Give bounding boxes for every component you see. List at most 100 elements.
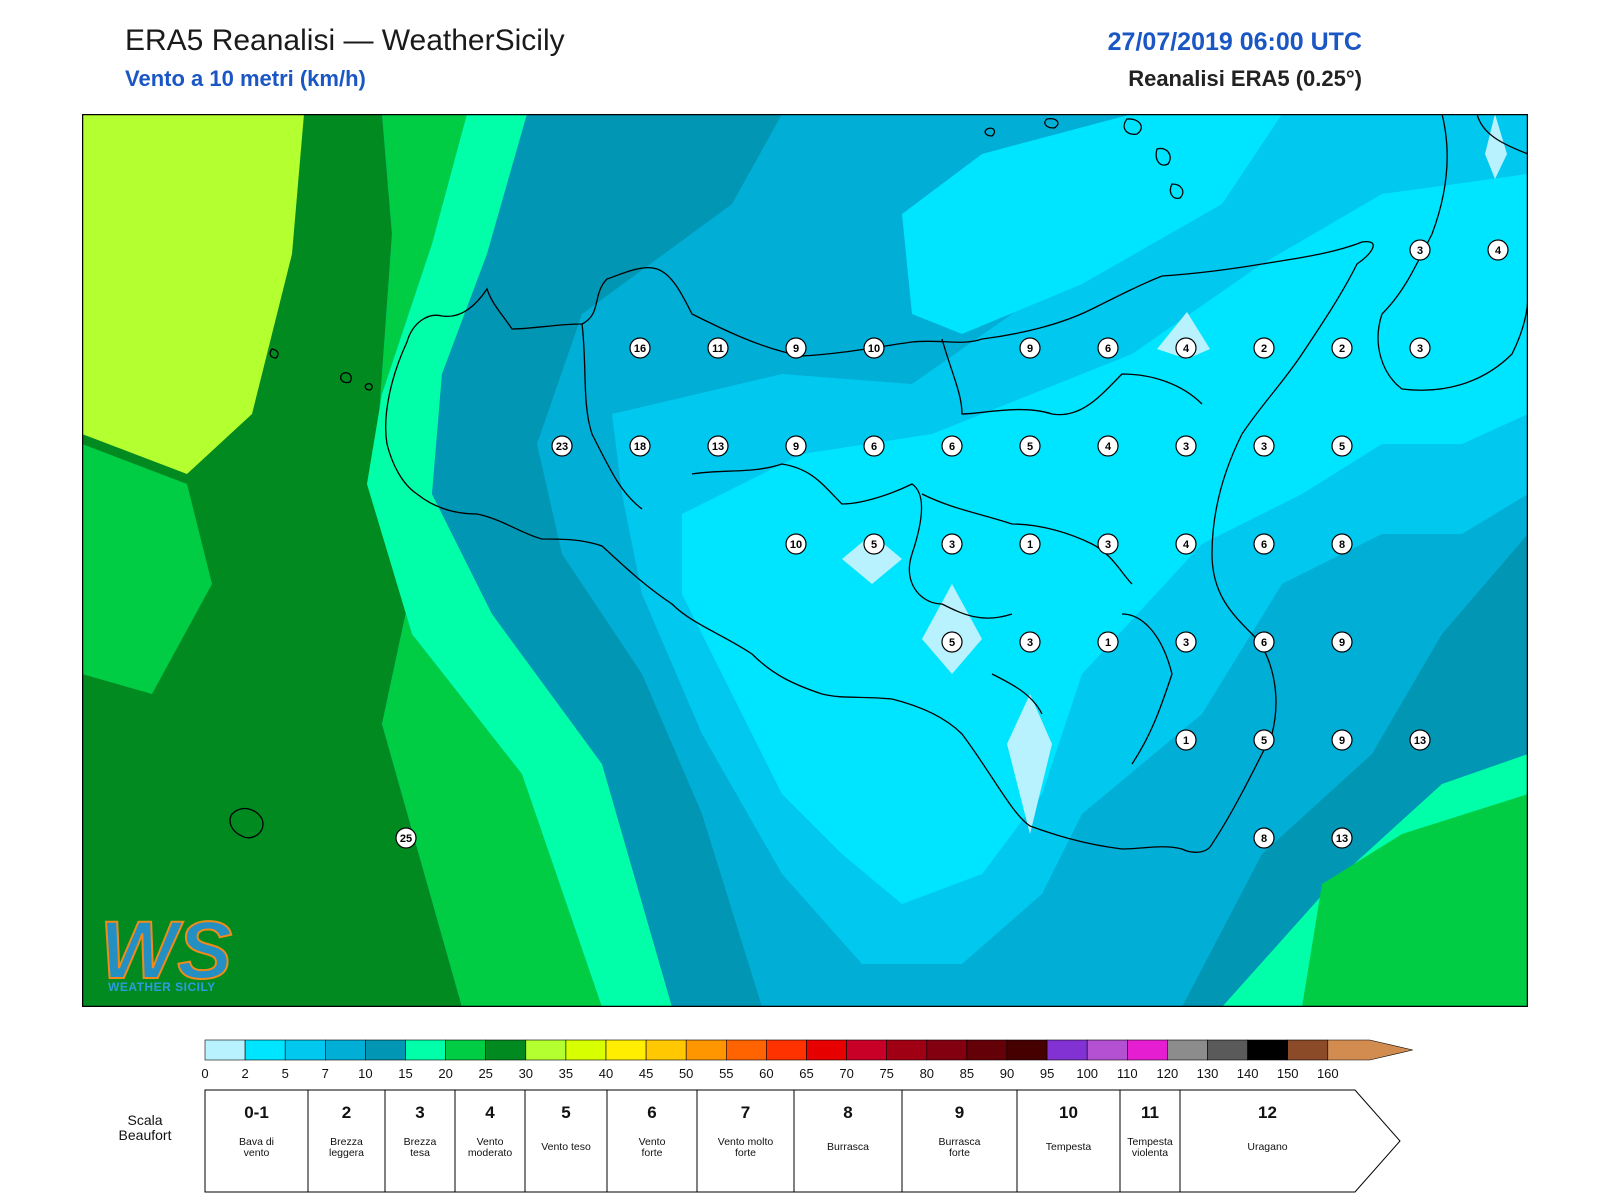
colorbar-segment (204, 1039, 246, 1061)
wind-value-label: 6 (1253, 533, 1275, 555)
colorbar-tick-label: 130 (1197, 1066, 1219, 1081)
beaufort-desc: forte (735, 1147, 756, 1159)
wind-value-label: 6 (1253, 631, 1275, 653)
wind-value-label: 6 (1097, 337, 1119, 359)
colorbar-segment (284, 1039, 326, 1061)
wind-value-label: 13 (1409, 729, 1431, 751)
model-name: Reanalisi ERA5 (0.25°) (1128, 66, 1362, 91)
svg-text:6: 6 (1105, 343, 1111, 355)
svg-text:5: 5 (1339, 441, 1345, 453)
beaufort-desc: tesa (410, 1147, 430, 1159)
colorbar-segment (966, 1039, 1008, 1061)
colorbar-tick-label: 75 (879, 1066, 893, 1081)
colorbar-segment (725, 1039, 767, 1061)
svg-text:1: 1 (1105, 637, 1111, 649)
svg-text:18: 18 (634, 441, 646, 453)
svg-text:2: 2 (1339, 343, 1345, 355)
beaufort-number: 7 (741, 1103, 750, 1122)
eolie-islands (984, 118, 1184, 199)
beaufort-number: 10 (1059, 1103, 1078, 1122)
svg-text:9: 9 (1339, 735, 1345, 747)
svg-text:1: 1 (1183, 735, 1189, 747)
wind-value-label: 8 (1253, 827, 1275, 849)
svg-text:23: 23 (556, 441, 568, 453)
wind-value-label: 4 (1487, 239, 1509, 261)
colorbar-tick-label: 25 (478, 1066, 492, 1081)
svg-text:3: 3 (1261, 441, 1267, 453)
wind-value-label: 3 (1253, 435, 1275, 457)
beaufort-number: 8 (843, 1103, 852, 1122)
wind-value-label: 16 (629, 337, 651, 359)
beaufort-box (1119, 1089, 1181, 1193)
beaufort-number: 3 (415, 1103, 424, 1122)
beaufort-box (524, 1089, 608, 1193)
svg-text:10: 10 (790, 539, 802, 551)
egadi-islands (340, 372, 373, 391)
svg-text:5: 5 (1261, 735, 1267, 747)
colorbar-segment (525, 1039, 567, 1061)
colorbar-segment (485, 1039, 527, 1061)
wind-value-label: 9 (1331, 631, 1353, 653)
beaufort-box (307, 1089, 386, 1193)
province-border-2 (691, 463, 1013, 619)
beaufort-desc: Vento (477, 1136, 504, 1148)
colorbar-tick-label: 0 (201, 1066, 208, 1081)
svg-text:4: 4 (1105, 441, 1112, 453)
beaufort-desc: Tempesta (1046, 1141, 1092, 1153)
beaufort-desc: leggera (329, 1147, 364, 1159)
colorbar-segment (405, 1039, 446, 1061)
beaufort-number: 6 (647, 1103, 656, 1122)
svg-text:6: 6 (871, 441, 877, 453)
colorbar-segment (1006, 1039, 1048, 1061)
colorbar-tick-label: 40 (599, 1066, 613, 1081)
colorbar-tick-label: 55 (719, 1066, 733, 1081)
beaufort-box (1179, 1089, 1401, 1193)
wind-value-label: 3 (1175, 631, 1197, 653)
colorbar-segment (926, 1039, 968, 1061)
beaufort-title-1: Scala (127, 1112, 162, 1128)
svg-text:13: 13 (1336, 833, 1348, 845)
svg-text:8: 8 (1261, 833, 1267, 845)
beaufort-box (204, 1089, 309, 1193)
beaufort-desc: Vento (639, 1136, 666, 1148)
wind-value-label: 2 (1253, 337, 1275, 359)
wind-value-label: 23 (551, 435, 573, 457)
colorbar-segment (1287, 1039, 1329, 1061)
wind-value-label: 10 (863, 337, 885, 359)
svg-text:3: 3 (1105, 539, 1111, 551)
colorbar-tick-label: 50 (679, 1066, 693, 1081)
svg-text:2: 2 (1261, 343, 1267, 355)
beaufort-number: 9 (955, 1103, 964, 1122)
wind-value-label: 4 (1175, 533, 1197, 555)
wind-value-label: 3 (1175, 435, 1197, 457)
colorbar-tick-label: 100 (1076, 1066, 1098, 1081)
colorbar-segment (846, 1039, 887, 1061)
beaufort-number: 0-1 (244, 1103, 269, 1122)
colorbar-segment (1167, 1039, 1208, 1061)
colorbar-tick-label: 110 (1117, 1066, 1138, 1081)
wind-value-label: 5 (863, 533, 885, 555)
logo-caption: WEATHER SICILY (108, 980, 216, 994)
svg-text:5: 5 (1027, 441, 1033, 453)
beaufort-number: 4 (485, 1103, 495, 1122)
wind-value-label: 8 (1331, 533, 1353, 555)
svg-text:3: 3 (1417, 245, 1423, 257)
beaufort-number: 11 (1141, 1103, 1159, 1122)
beaufort-number: 12 (1258, 1103, 1277, 1122)
svg-text:13: 13 (712, 441, 724, 453)
wind-value-label: 5 (1019, 435, 1041, 457)
wind-value-label: 1 (1019, 533, 1041, 555)
svg-text:6: 6 (1261, 637, 1267, 649)
colorbar-tick-label: 85 (960, 1066, 974, 1081)
wind-value-label: 10 (785, 533, 807, 555)
colorbar-tick-label: 15 (398, 1066, 412, 1081)
wind-value-label: 13 (1331, 827, 1353, 849)
beaufort-desc: Burrasca (827, 1141, 869, 1153)
svg-text:9: 9 (793, 343, 799, 355)
svg-text:4: 4 (1495, 245, 1502, 257)
colorbar-segment (1127, 1039, 1168, 1061)
colorbar-tick-label: 95 (1040, 1066, 1054, 1081)
province-border-5 (991, 613, 1173, 765)
colorbar-segment (886, 1039, 928, 1061)
beaufort-title-2: Beaufort (119, 1127, 172, 1143)
